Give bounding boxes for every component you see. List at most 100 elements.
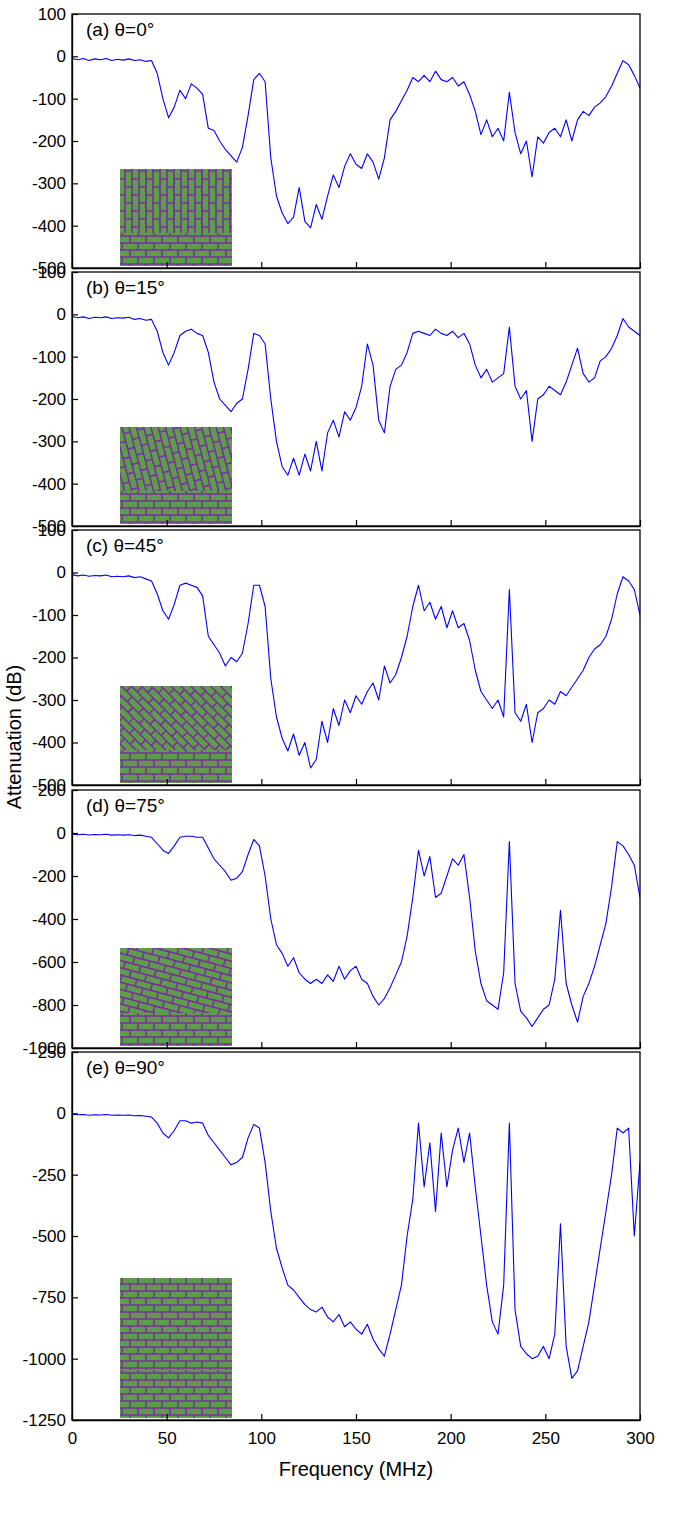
tick-mark bbox=[356, 520, 357, 526]
y-tick: -600 bbox=[32, 953, 78, 972]
tick-label: 150 bbox=[342, 1429, 370, 1448]
y-tick: -200 bbox=[32, 132, 78, 151]
inset bbox=[40, 846, 310, 1128]
plot-area bbox=[72, 1115, 640, 1379]
tick-mark bbox=[72, 1113, 78, 1114]
plot-frame bbox=[72, 14, 640, 268]
tick-mark bbox=[72, 268, 78, 269]
y-tick: -200 bbox=[32, 390, 78, 409]
tick-mark bbox=[72, 314, 78, 315]
tick-label: 0 bbox=[57, 1104, 66, 1123]
x-axis bbox=[73, 520, 641, 527]
y-axis: -1250-1000-750-500-2500250 bbox=[23, 1043, 78, 1430]
x-tick bbox=[545, 262, 546, 268]
data-line bbox=[72, 575, 640, 768]
inset-pattern bbox=[120, 169, 232, 233]
tick-mark bbox=[167, 262, 168, 268]
tick-label: 0 bbox=[68, 1429, 77, 1448]
tick-label: 50 bbox=[158, 1429, 177, 1448]
x-tick: 300 bbox=[626, 1414, 654, 1448]
tick-label: 100 bbox=[38, 263, 66, 282]
tick-mark bbox=[72, 399, 78, 400]
tick-mark bbox=[72, 14, 78, 15]
tick-mark bbox=[72, 99, 78, 100]
data-line bbox=[72, 1115, 640, 1379]
x-axis bbox=[73, 779, 641, 786]
tick-mark bbox=[72, 919, 78, 920]
tick-mark bbox=[72, 790, 78, 791]
tick-mark bbox=[72, 833, 78, 834]
tick-mark bbox=[640, 1042, 641, 1048]
tick-mark bbox=[72, 1175, 78, 1176]
tick-label: 0 bbox=[57, 47, 66, 66]
x-tick bbox=[356, 520, 357, 526]
y-tick: -100 bbox=[32, 606, 78, 625]
inset-background bbox=[120, 1278, 232, 1418]
y-tick: -200 bbox=[32, 648, 78, 667]
tick-mark bbox=[356, 1414, 357, 1420]
tick-label: 0 bbox=[57, 305, 66, 324]
tick-mark bbox=[545, 779, 546, 785]
panel: -1000-800-600-400-2000200(d) θ=75° bbox=[23, 781, 641, 1128]
tick-mark bbox=[72, 962, 78, 963]
tick-mark bbox=[545, 1414, 546, 1420]
tick-mark bbox=[72, 1297, 78, 1298]
tick-mark bbox=[545, 1042, 546, 1048]
plot-area bbox=[72, 575, 640, 768]
y-tick: 100 bbox=[38, 263, 78, 282]
x-tick bbox=[167, 520, 168, 526]
tick-mark bbox=[72, 1420, 78, 1421]
inset-upper bbox=[120, 1278, 232, 1370]
tick-label: 250 bbox=[532, 1429, 560, 1448]
tick-mark bbox=[261, 520, 262, 526]
y-tick: 0 bbox=[57, 47, 78, 66]
x-tick bbox=[356, 779, 357, 785]
y-tick: 250 bbox=[38, 1043, 78, 1062]
plot-frame bbox=[72, 1052, 640, 1420]
tick-mark bbox=[72, 1236, 78, 1237]
x-axis bbox=[73, 1042, 641, 1049]
tick-mark bbox=[167, 779, 168, 785]
x-tick: 100 bbox=[248, 1414, 276, 1448]
tick-mark bbox=[261, 1414, 262, 1420]
tick-label: -200 bbox=[32, 648, 66, 667]
tick-label: 100 bbox=[38, 521, 66, 540]
x-tick bbox=[640, 779, 641, 785]
tick-mark bbox=[72, 876, 78, 877]
y-tick: -400 bbox=[32, 217, 78, 236]
tick-mark bbox=[640, 262, 641, 268]
tick-mark bbox=[545, 262, 546, 268]
tick-mark bbox=[356, 779, 357, 785]
x-tick bbox=[545, 520, 546, 526]
tick-label: -100 bbox=[32, 348, 66, 367]
x-tick bbox=[261, 779, 262, 785]
tick-label: -300 bbox=[32, 432, 66, 451]
tick-label: 250 bbox=[38, 1043, 66, 1062]
inset bbox=[18, 562, 332, 876]
inset-pattern bbox=[120, 233, 232, 266]
x-axis: 050100150200250300 bbox=[68, 1414, 655, 1448]
y-tick: -400 bbox=[32, 733, 78, 752]
tick-label: -750 bbox=[32, 1288, 66, 1307]
y-tick: -250 bbox=[32, 1166, 78, 1185]
x-tick bbox=[451, 520, 452, 526]
inset-upper bbox=[120, 686, 232, 750]
tick-mark bbox=[72, 700, 78, 701]
x-tick: 250 bbox=[532, 1414, 560, 1448]
x-tick bbox=[167, 1042, 168, 1048]
y-axis: -500-400-300-200-1000100 bbox=[32, 263, 78, 536]
tick-mark bbox=[72, 526, 78, 527]
tick-label: -400 bbox=[32, 733, 66, 752]
x-tick bbox=[640, 520, 641, 526]
panel: -500-400-300-200-1000100(a) θ=0° bbox=[32, 5, 641, 348]
axis-line bbox=[73, 785, 641, 786]
tick-label: -600 bbox=[32, 953, 66, 972]
data-line bbox=[72, 316, 640, 475]
inset-lower bbox=[120, 1013, 232, 1046]
tick-label: -300 bbox=[32, 174, 66, 193]
x-axis bbox=[73, 262, 641, 269]
x-tick bbox=[451, 262, 452, 268]
axis-line bbox=[73, 1048, 641, 1049]
axis-line bbox=[73, 268, 641, 269]
tick-mark bbox=[72, 1359, 78, 1360]
